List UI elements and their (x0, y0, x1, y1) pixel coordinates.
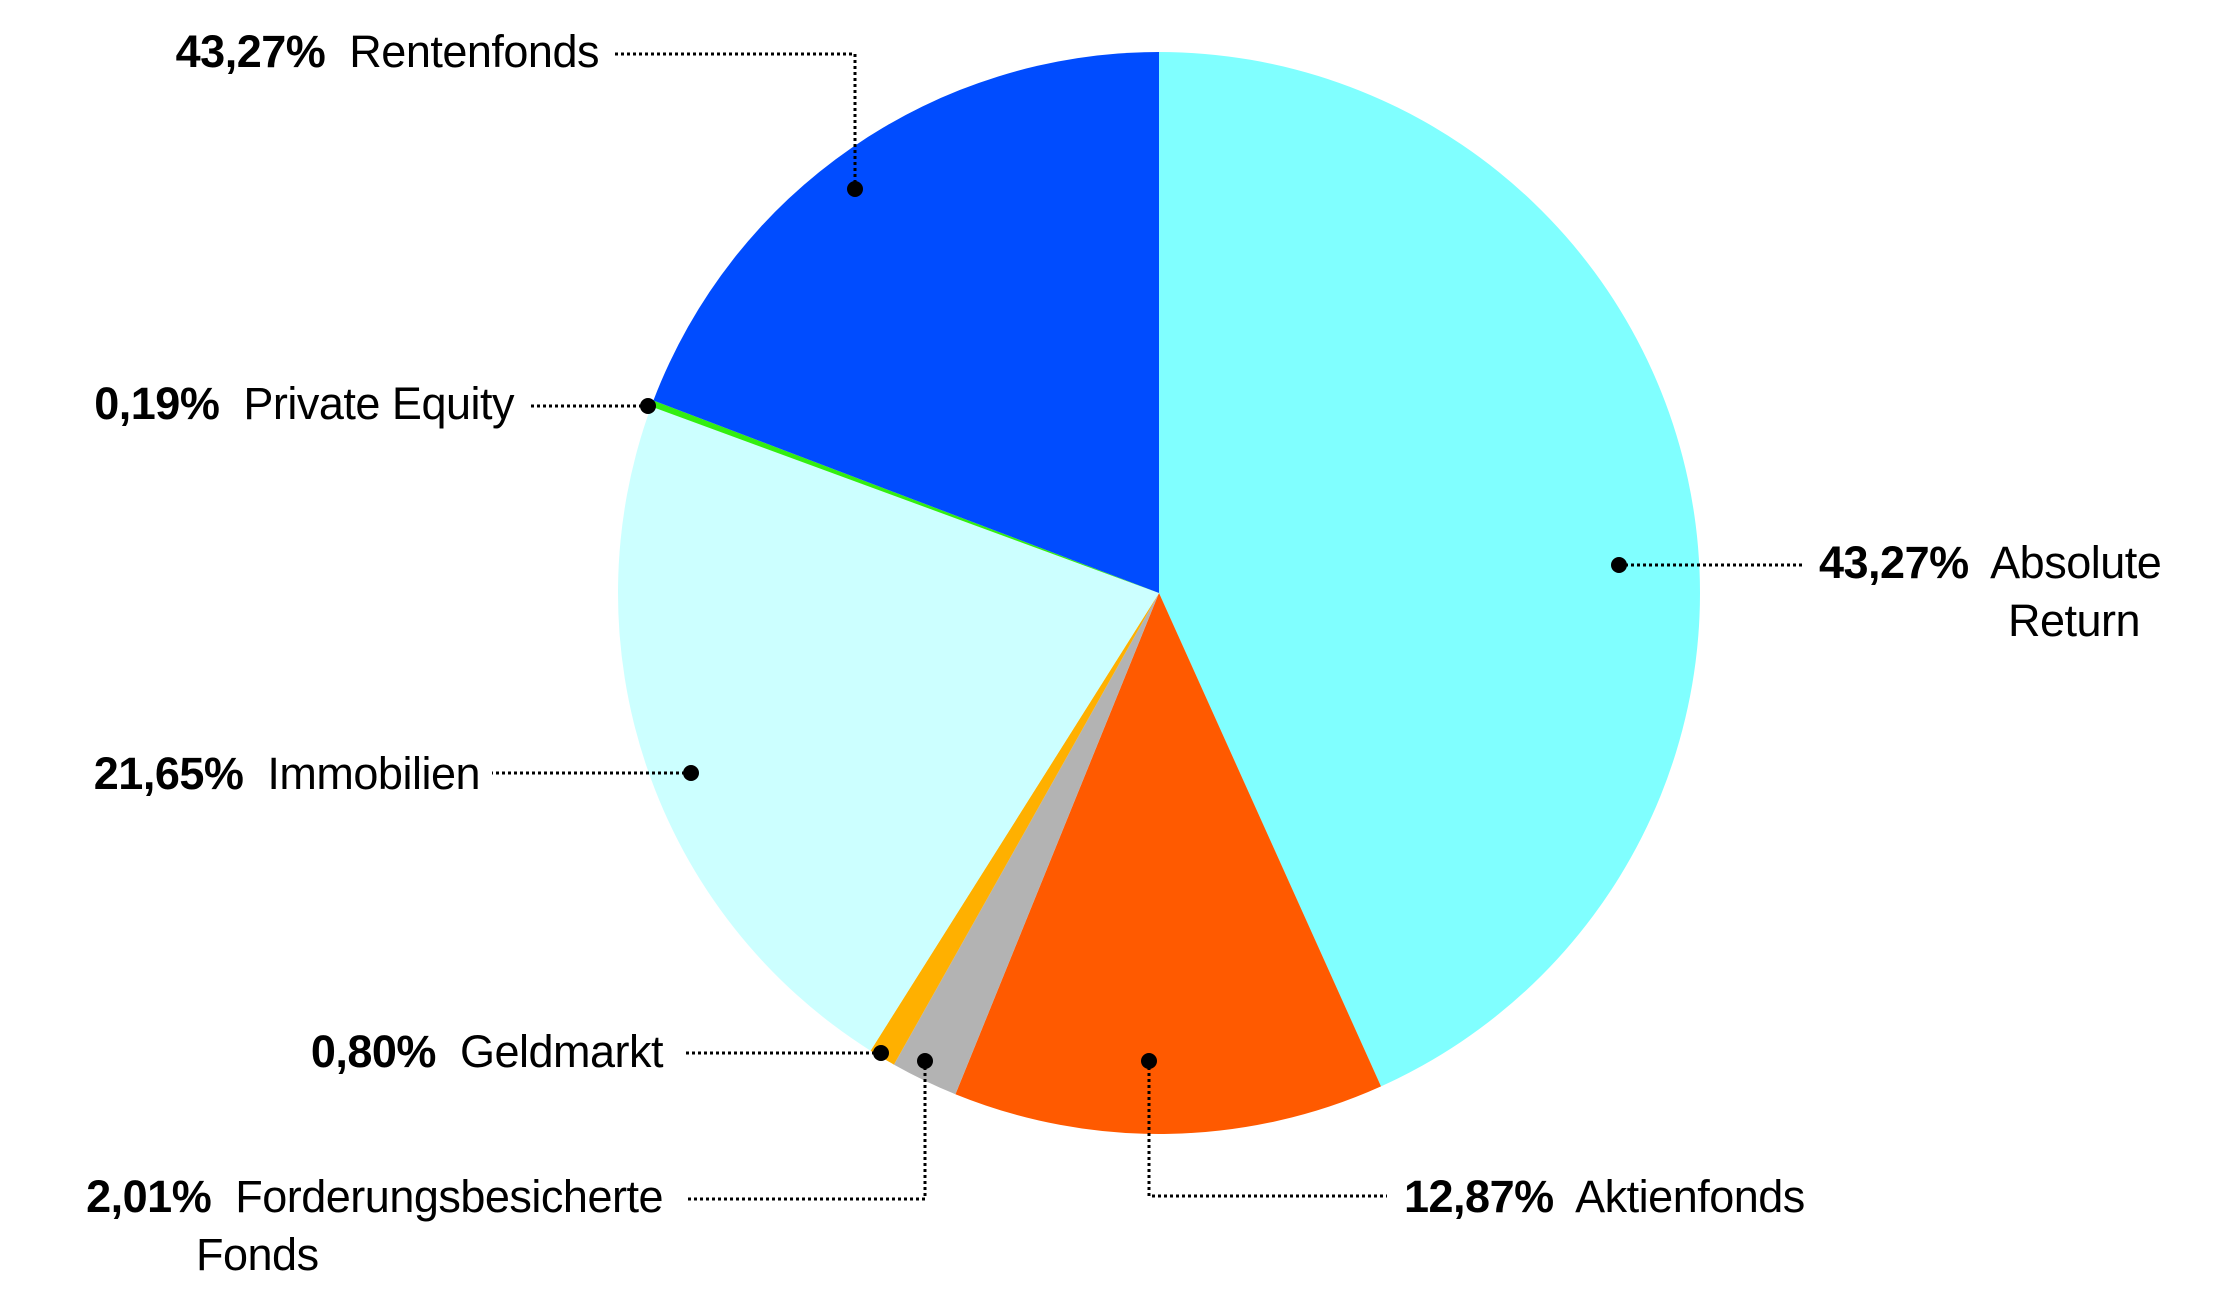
label-name: Absolute (1990, 537, 2161, 588)
label-immobilien: 21,65% Immobilien (94, 748, 480, 799)
dot-absolute-return (1611, 557, 1627, 573)
label-forderungsbesicherte-line2: Fonds (196, 1229, 319, 1280)
pie-slices (618, 51, 1701, 1135)
label-value: 2,01% (86, 1171, 211, 1222)
label-value: 0,80% (311, 1026, 436, 1077)
label-name: Rentenfonds (349, 26, 599, 77)
leader-forderungsbesicherte (685, 1061, 927, 1201)
slice-absolute-return (1159, 51, 1701, 1087)
label-name: Forderungsbesicherte (235, 1171, 663, 1222)
dot-rentenfonds (847, 181, 863, 197)
slice-private-equity (651, 400, 1159, 593)
slice-forderungsbesicherte-fonds (893, 593, 1159, 1095)
label-value: 21,65% (94, 748, 244, 799)
dot-private-equity (640, 398, 656, 414)
slice-geldmarkt (870, 593, 1159, 1065)
leader-aktienfonds (1147, 1061, 1387, 1198)
label-name: Immobilien (267, 748, 480, 799)
label-forderungsbesicherte: 2,01% Forderungsbesicherte (86, 1171, 663, 1222)
label-value: 0,19% (94, 378, 219, 429)
label-absolute-return: 43,27% Absolute (1819, 537, 2161, 588)
slice-rentenfonds (653, 52, 1159, 593)
slice-aktienfonds (955, 593, 1382, 1135)
label-geldmarkt: 0,80% Geldmarkt (311, 1026, 664, 1077)
label-value: 43,27% (176, 26, 326, 77)
dot-aktienfonds (1141, 1053, 1157, 1069)
dot-forderungsbesicherte (917, 1053, 933, 1069)
data-labels: 43,27% Absolute Return 12,87% Aktienfond… (86, 26, 2162, 1280)
dot-immobilien (683, 765, 699, 781)
label-name: Aktienfonds (1575, 1171, 1805, 1222)
leader-lines (492, 52, 1802, 1201)
leader-rentenfonds (614, 52, 857, 189)
label-value: 12,87% (1404, 1171, 1554, 1222)
label-name: Geldmarkt (460, 1026, 664, 1077)
label-rentenfonds: 43,27% Rentenfonds (176, 26, 599, 77)
label-value: 43,27% (1819, 537, 1969, 588)
label-private-equity: 0,19% Private Equity (94, 378, 515, 429)
label-name: Private Equity (243, 378, 515, 429)
slice-immobilien (618, 406, 1159, 1051)
label-aktienfonds: 12,87% Aktienfonds (1404, 1171, 1805, 1222)
label-absolute-return-line2: Return (2008, 595, 2140, 646)
dot-geldmarkt (873, 1045, 889, 1061)
